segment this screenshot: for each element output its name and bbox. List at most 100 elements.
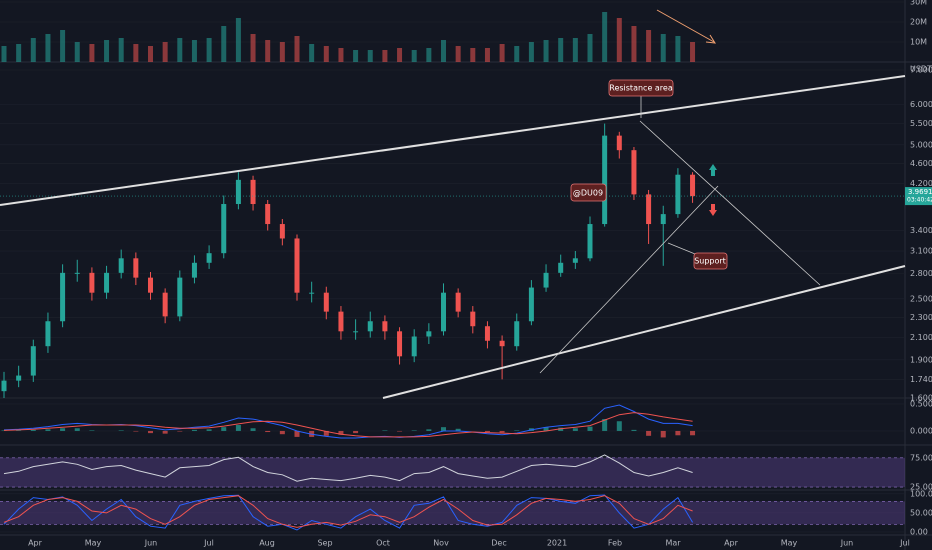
histogram-bar bbox=[631, 429, 637, 431]
histogram-bar bbox=[118, 430, 124, 431]
volume-arrow-head bbox=[705, 34, 716, 44]
histogram-bar bbox=[30, 429, 36, 431]
volume-bar bbox=[660, 34, 666, 62]
x-tick-label: May bbox=[781, 539, 798, 548]
candle-body bbox=[528, 287, 534, 322]
volume-bar bbox=[323, 46, 329, 62]
candle-body bbox=[675, 174, 681, 215]
y-tick-label: 10M bbox=[910, 38, 927, 47]
volume-bar bbox=[455, 46, 461, 62]
y-tick-label: 6.0000 bbox=[910, 100, 932, 109]
volume-bar bbox=[367, 50, 373, 62]
candle-body bbox=[616, 135, 622, 151]
histogram-bar bbox=[279, 430, 285, 435]
histogram-bar bbox=[338, 430, 344, 435]
histogram-bar bbox=[45, 429, 51, 431]
candle-body bbox=[572, 258, 578, 263]
histogram-bar bbox=[616, 421, 622, 431]
candle-body bbox=[279, 224, 285, 239]
x-tick-label: Mar bbox=[665, 539, 681, 548]
candle-body bbox=[133, 258, 139, 278]
x-tick-label: Sep bbox=[317, 539, 332, 548]
volume-bar bbox=[411, 50, 417, 62]
volume-bar bbox=[162, 42, 168, 62]
candle-body bbox=[353, 331, 359, 333]
annotation-text: Support bbox=[694, 257, 726, 266]
volume-bar bbox=[558, 38, 564, 62]
candle-body bbox=[89, 272, 95, 293]
drawings: Resistance area @DU09 Support bbox=[0, 9, 906, 399]
candle-body bbox=[30, 346, 36, 376]
candle-body bbox=[104, 272, 110, 293]
histogram-bar bbox=[382, 430, 388, 431]
volume-bar bbox=[514, 46, 520, 62]
volume-bar bbox=[338, 48, 344, 62]
x-tick-label: Oct bbox=[376, 539, 390, 548]
volume-bar bbox=[426, 48, 432, 62]
y-tick-label: 4.2000 bbox=[910, 179, 932, 188]
volume-bar bbox=[470, 48, 476, 62]
volume-bar bbox=[148, 46, 153, 62]
x-tick-label: Nov bbox=[433, 539, 449, 548]
histogram-bar bbox=[191, 429, 197, 431]
countdown-label: 03:40:42 bbox=[907, 197, 932, 204]
y-tick-label: 0.00 bbox=[910, 527, 928, 536]
volume-bar bbox=[74, 42, 80, 62]
indicator-line bbox=[3, 454, 693, 482]
volume-arrow bbox=[656, 9, 715, 43]
volume-bar bbox=[250, 34, 256, 62]
x-tick-label: Aug bbox=[259, 539, 275, 548]
candle-body bbox=[441, 292, 446, 332]
candle-body bbox=[323, 292, 329, 312]
candle-body bbox=[45, 321, 51, 347]
volume-bar bbox=[104, 40, 110, 62]
volume-bar bbox=[382, 50, 388, 62]
histogram-bar bbox=[690, 430, 696, 436]
y-tick-label: 2.8000 bbox=[910, 269, 932, 278]
volume-bar bbox=[118, 38, 124, 62]
histogram-bar bbox=[60, 428, 66, 431]
candle-body bbox=[514, 321, 520, 347]
x-tick-label: Jun bbox=[144, 539, 158, 548]
volume-bar bbox=[60, 30, 66, 62]
histogram-bar bbox=[221, 427, 227, 431]
histogram-bar bbox=[397, 430, 403, 432]
volume-bar bbox=[441, 40, 446, 62]
histogram-bar bbox=[89, 430, 95, 431]
histogram-bar bbox=[426, 429, 432, 431]
volume-bar bbox=[397, 48, 403, 62]
volume-bar bbox=[45, 34, 51, 62]
histogram-bar bbox=[411, 430, 417, 431]
y-tick-label: 1.9000 bbox=[910, 355, 932, 364]
x-tick-label: Feb bbox=[608, 539, 622, 548]
histogram-bar bbox=[206, 429, 212, 431]
histogram-bar bbox=[133, 430, 139, 432]
candle-body bbox=[543, 272, 549, 288]
volume-bar bbox=[587, 34, 593, 62]
volume-bar bbox=[133, 44, 139, 62]
y-tick-label: 3.1000 bbox=[910, 247, 932, 256]
annotation-box bbox=[693, 252, 728, 270]
histogram-bar bbox=[558, 427, 564, 431]
histogram-bar bbox=[602, 419, 608, 431]
candle-body bbox=[470, 311, 476, 327]
candle-body bbox=[484, 326, 490, 341]
candle-body bbox=[265, 204, 271, 225]
y-tick-label: 50.00 bbox=[910, 508, 932, 517]
histogram-bar bbox=[514, 430, 520, 431]
y-tick-label: 0.0000 bbox=[910, 426, 932, 435]
candle-body bbox=[587, 224, 593, 259]
histogram-bar bbox=[675, 430, 681, 436]
histogram-bar bbox=[587, 426, 593, 431]
candle-body bbox=[177, 277, 183, 317]
y-tick-label: 4.6000 bbox=[910, 159, 932, 168]
volume-bar bbox=[616, 18, 622, 62]
volume-bar bbox=[265, 40, 271, 62]
volume-bar bbox=[528, 42, 534, 62]
candle-body bbox=[602, 135, 608, 225]
candle-body bbox=[426, 331, 432, 337]
